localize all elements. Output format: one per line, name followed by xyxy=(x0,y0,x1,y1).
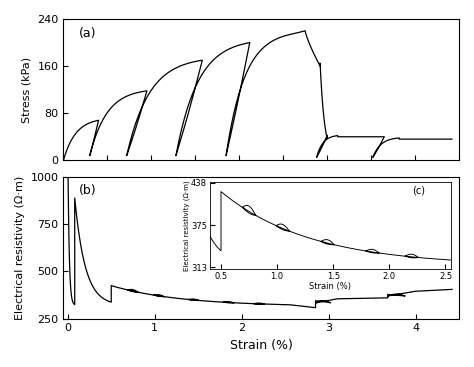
Text: (b): (b) xyxy=(79,184,97,197)
Text: (a): (a) xyxy=(79,28,97,40)
X-axis label: Strain (%): Strain (%) xyxy=(230,339,292,352)
Y-axis label: Stress (kPa): Stress (kPa) xyxy=(22,57,32,123)
Y-axis label: Electrical resistivity (Ω·m): Electrical resistivity (Ω·m) xyxy=(15,176,25,320)
